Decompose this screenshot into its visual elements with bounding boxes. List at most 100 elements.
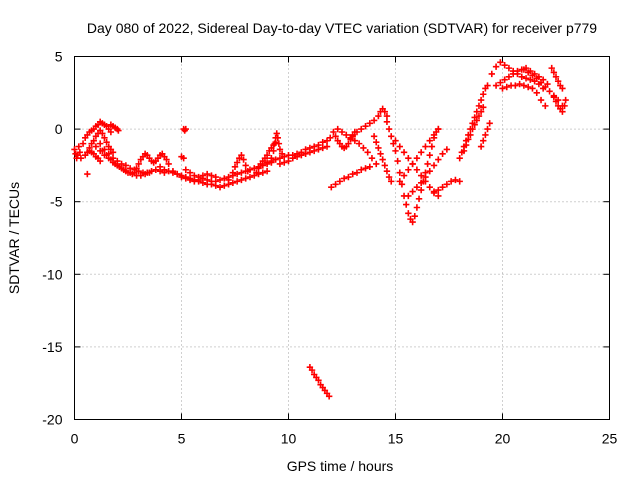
data-point (169, 168, 177, 175)
data-point (524, 83, 532, 91)
series-arc-12h-a (328, 163, 374, 191)
data-point (428, 143, 436, 150)
data-point (165, 160, 172, 168)
data-point (435, 125, 442, 133)
data-point (424, 160, 431, 168)
data-point (477, 108, 485, 115)
data-point (343, 131, 350, 139)
data-point (349, 170, 356, 178)
data-point (84, 170, 91, 178)
data-point (482, 131, 489, 139)
data-point (152, 166, 160, 173)
data-point (246, 173, 254, 181)
series-climb-8h (253, 138, 279, 176)
data-point (375, 144, 382, 152)
series-peak-14h (349, 105, 391, 140)
data-point (276, 160, 284, 168)
data-point (263, 152, 271, 159)
data-point (79, 140, 87, 147)
data-point (497, 79, 504, 86)
data-point (355, 140, 363, 147)
data-point (229, 179, 237, 187)
data-point (385, 173, 393, 181)
data-point (195, 173, 202, 181)
data-point (122, 162, 130, 169)
data-point (163, 156, 170, 163)
data-point (268, 157, 275, 165)
data-point (405, 154, 412, 162)
data-point (524, 69, 532, 76)
data-point (411, 213, 418, 220)
data-point (375, 112, 382, 120)
data-point (546, 88, 553, 95)
data-point (76, 149, 84, 156)
data-point (231, 163, 239, 171)
data-point (101, 152, 108, 159)
data-point (225, 176, 232, 184)
data-point (505, 73, 513, 81)
series-dot-5h-low (178, 153, 187, 162)
data-point (191, 172, 198, 179)
x-tick-label: 25 (602, 431, 618, 447)
data-point (443, 146, 451, 153)
data-point (135, 160, 142, 168)
data-point (400, 172, 408, 179)
data-point (274, 134, 281, 142)
data-point (480, 104, 487, 111)
data-point (552, 98, 560, 105)
data-point (456, 178, 463, 185)
data-point (182, 166, 189, 173)
series-seg-17h (430, 176, 463, 197)
x-tick-label: 10 (281, 431, 297, 447)
data-point (392, 137, 399, 144)
x-tick-label: 15 (388, 431, 404, 447)
data-point (330, 128, 337, 136)
data-point (146, 169, 153, 176)
data-point (238, 169, 245, 176)
data-point (105, 154, 112, 162)
data-point (413, 154, 421, 162)
data-point (216, 176, 224, 184)
data-point (289, 154, 296, 162)
data-point (253, 169, 260, 176)
data-point (430, 131, 438, 139)
data-point (122, 168, 130, 175)
data-point (238, 176, 245, 184)
data-point (492, 82, 500, 89)
data-point (332, 133, 339, 140)
data-point (281, 153, 288, 160)
data-point (409, 160, 416, 168)
data-point (550, 69, 558, 76)
data-point (276, 154, 284, 162)
data-point (362, 165, 369, 172)
data-point (501, 76, 508, 83)
data-point (394, 157, 401, 165)
data-point (293, 153, 301, 160)
data-point (415, 195, 423, 202)
data-point (92, 143, 100, 150)
series-cross-14h (370, 133, 395, 185)
data-point (542, 83, 549, 91)
data-point (114, 162, 121, 169)
series-top-20h-a (488, 59, 547, 92)
series-rise-18h-b (460, 104, 487, 155)
data-point (422, 173, 429, 181)
series-rise-19h (477, 120, 493, 150)
y-tick-label: -5 (50, 194, 63, 210)
data-point (191, 178, 198, 185)
data-point (417, 172, 425, 179)
data-point (520, 66, 528, 73)
data-point (471, 121, 478, 128)
data-point (109, 159, 117, 166)
data-point (561, 102, 568, 110)
data-point (405, 210, 412, 217)
series-x-16h (405, 146, 451, 200)
data-point (426, 152, 433, 159)
grid-lines (74, 56, 610, 420)
series-early-peak-a (79, 118, 115, 147)
data-point (115, 127, 122, 134)
data-point (276, 146, 284, 153)
data-point (480, 91, 487, 98)
x-tick-label: 0 (71, 431, 79, 447)
data-point (75, 143, 82, 150)
